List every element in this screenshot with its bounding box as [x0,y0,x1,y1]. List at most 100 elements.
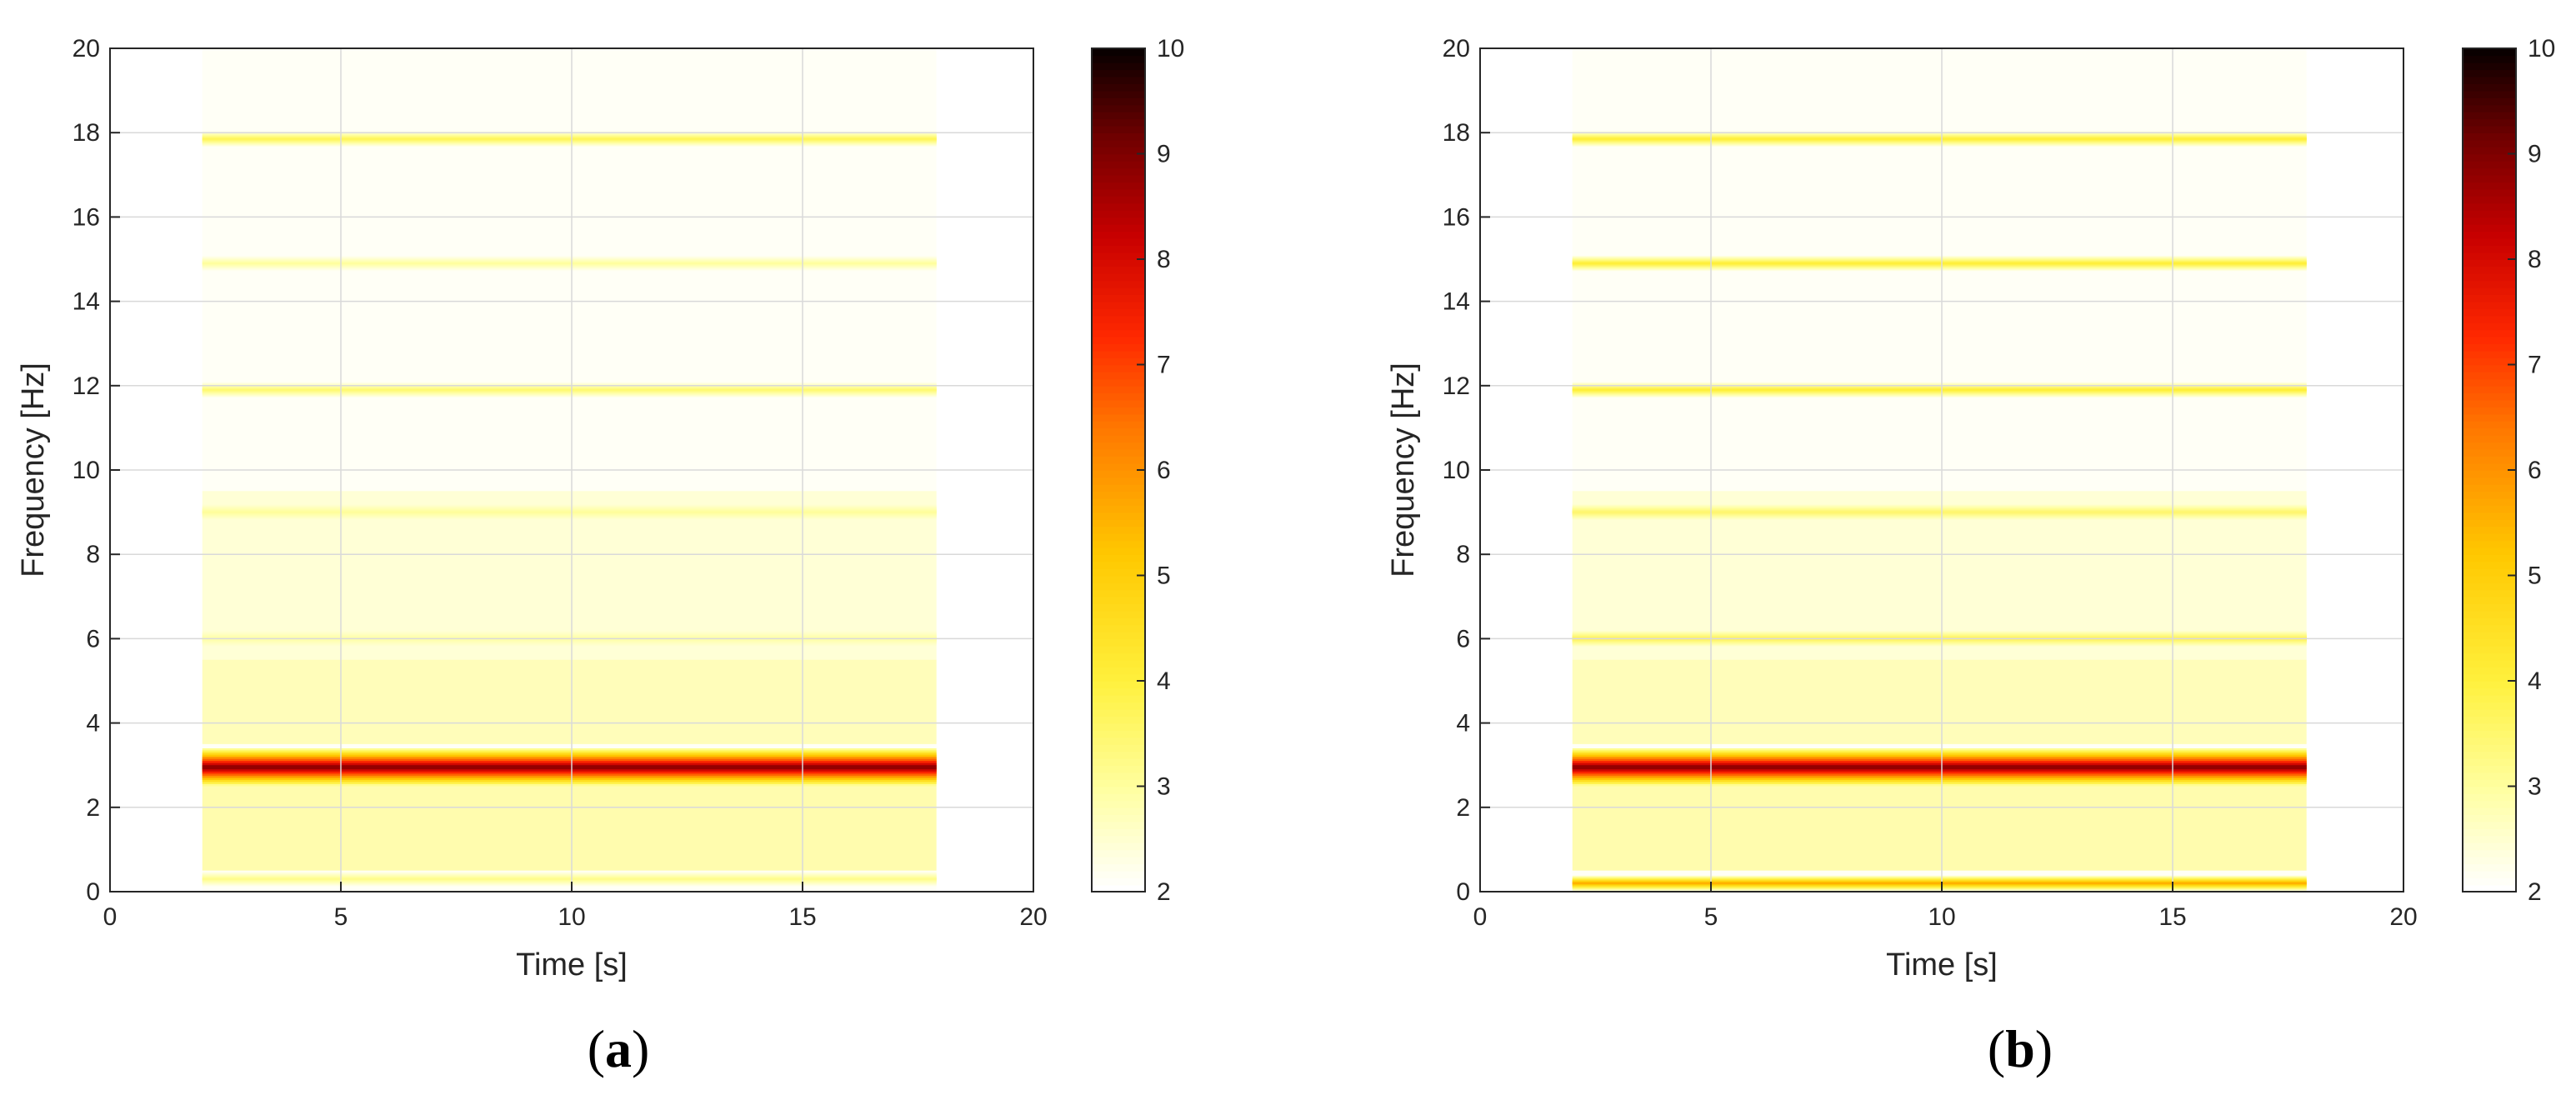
colorbar-segment [2463,561,2516,569]
colorbar-segment [1092,160,1145,169]
y-tick-label: 8 [1456,541,1470,568]
x-tick-label: 10 [1928,903,1955,931]
colorbar-segment [2463,336,2516,344]
colorbar-segment [1092,245,1145,253]
colorbar-segment [1092,547,1145,555]
colorbar-segment [2463,631,2516,640]
y-tick-label: 14 [1443,288,1470,316]
colorbar-segment [2463,343,2516,352]
colorbar-segment [1092,772,1145,780]
colorbar-segment [1092,477,1145,485]
colorbar-segment [1092,301,1145,309]
colorbar-segment [2463,48,2516,57]
colorbar-segment [1092,223,1145,232]
colorbar-segment [2463,694,2516,703]
colorbar-segment [2463,856,2516,865]
colorbar-segment [1092,702,1145,710]
colorbar-segment [2463,231,2516,239]
colorbar-segment [1092,667,1145,675]
colorbar-segment [2463,688,2516,696]
colorbar-segment [2463,223,2516,232]
colorbar-segment [2463,477,2516,485]
colorbar-segment [1092,758,1145,766]
colorbar-segment [2463,69,2516,78]
colorbar-segment [1092,407,1145,415]
colorbar-segment [1092,343,1145,352]
colorbar-segment [2463,252,2516,260]
y-tick-label: 18 [73,119,100,147]
colorbar-segment [1092,350,1145,358]
energy-haze-upper [1572,659,2307,744]
colorbar-segment [1092,483,1145,492]
colorbar-segment [2463,470,2516,478]
colorbar-segment [2463,512,2516,520]
colorbar-segment [2463,350,2516,358]
colorbar-segment [2463,399,2516,408]
frequency-band-14.9 [1572,262,2307,265]
colorbar-segment [2463,505,2516,513]
panel-label: (a) [588,1019,650,1078]
colorbar-segment [2463,358,2516,366]
colorbar-segment [2463,385,2516,394]
colorbar-segment [1092,779,1145,788]
y-tick-label: 12 [73,372,100,400]
y-tick-label: 16 [73,203,100,231]
colorbar-tick-label: 9 [1157,141,1171,168]
panel-label: (b) [1988,1019,2053,1078]
colorbar-segment [2463,667,2516,675]
energy-haze-upper [202,659,937,744]
colorbar-tick-label: 8 [2528,246,2542,273]
colorbar-segment [2463,652,2516,661]
colorbar-segment [2463,730,2516,738]
colorbar-segment [1092,491,1145,499]
colorbar: 2 3 4 5 6 7 8 9 10 [1091,35,1184,906]
colorbar-tick-label: 3 [1157,773,1171,801]
colorbar-segment [2463,716,2516,724]
colorbar-segment [1092,673,1145,682]
colorbar-tick-label: 8 [1157,246,1171,273]
y-axis-label: Frequency [Hz] [16,362,51,578]
colorbar-segment [2463,779,2516,788]
colorbar-segment [1092,716,1145,724]
colorbar-segment [1092,420,1145,429]
colorbar-segment [2463,842,2516,851]
colorbar-segment [1092,231,1145,239]
colorbar-segment [1092,526,1145,534]
panel-label-open: ( [1988,1019,2005,1078]
colorbar-segment [1092,519,1145,528]
colorbar-segment [2463,491,2516,499]
colorbar-segment [1092,582,1145,591]
colorbar-segment [1092,125,1145,133]
colorbar-segment [1092,188,1145,197]
colorbar-segment [2463,589,2516,598]
colorbar-segment [2463,174,2516,183]
colorbar-segment [1092,652,1145,661]
y-tick-label: 10 [73,457,100,484]
colorbar-segment [2463,301,2516,309]
colorbar-segment [2463,202,2516,211]
colorbar-segment [2463,168,2516,176]
y-tick-label: 2 [1456,794,1470,822]
colorbar-segment [1092,280,1145,288]
x-axis-label: Time [s] [516,948,628,982]
frequency-band-9 [202,511,937,513]
energy-haze-lower [1572,786,2307,871]
frequency-band-11.9 [202,388,937,391]
colorbar-segment [2463,835,2516,843]
colorbar-segment [1092,800,1145,808]
colorbar-segment [2463,392,2516,401]
colorbar-segment [1092,272,1145,282]
colorbar-segment [2463,407,2516,415]
colorbar-segment [1092,217,1145,225]
colorbar-segment [1092,252,1145,260]
colorbar-segment [2463,287,2516,295]
colorbar-segment [1092,849,1145,858]
colorbar-tick-label: 4 [2528,668,2542,695]
colorbar-segment [2463,618,2516,626]
colorbar-segment [1092,624,1145,632]
y-tick-label: 20 [73,35,100,62]
colorbar-tick-label: 10 [2528,35,2555,62]
colorbar-segment [1092,659,1145,668]
colorbar-segment [1092,209,1145,218]
